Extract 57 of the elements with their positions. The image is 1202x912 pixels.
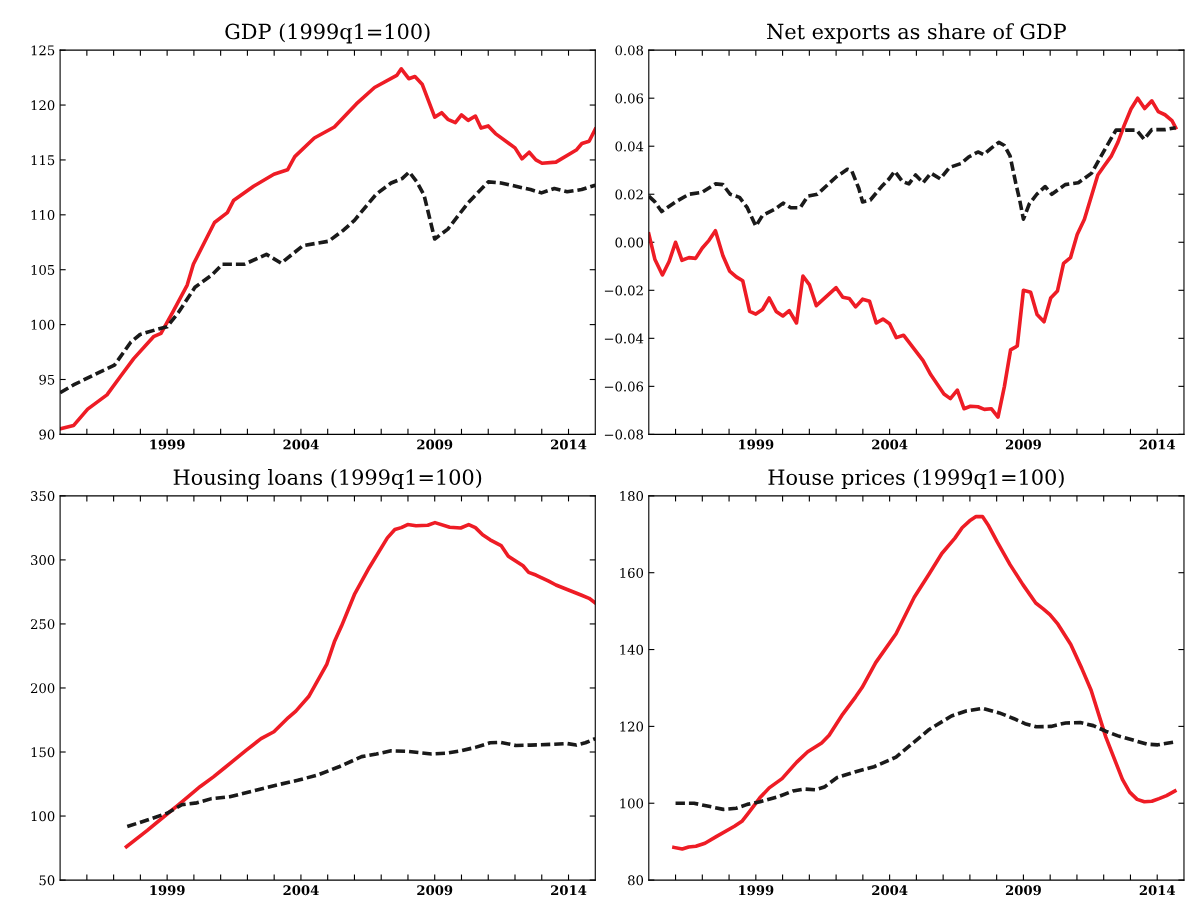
y-tick-label: 80 bbox=[628, 875, 644, 886]
x-tick-label: 2004 bbox=[283, 439, 319, 450]
x-tick-label: 2014 bbox=[1139, 885, 1176, 896]
line-series bbox=[648, 96, 1178, 419]
y-tick-label: 125 bbox=[31, 45, 55, 56]
line-series bbox=[672, 514, 1177, 851]
chart-title: GDP (1999q1=100) bbox=[225, 23, 430, 44]
y-tick-label: 180 bbox=[620, 491, 644, 502]
line-series bbox=[60, 67, 596, 431]
y-tick-label: 350 bbox=[31, 491, 55, 502]
x-tick-label: 2009 bbox=[417, 439, 453, 450]
x-tick-label: 2014 bbox=[1139, 439, 1176, 450]
x-tick-label: 2009 bbox=[1005, 439, 1041, 450]
y-tick-label: 50 bbox=[39, 875, 55, 886]
x-tick-label: 2004 bbox=[872, 885, 908, 896]
x-tick-label: 2014 bbox=[551, 885, 587, 896]
chart-title: House prices (1999q1=100) bbox=[768, 468, 1064, 490]
y-tick-label: −0.02 bbox=[604, 285, 643, 296]
line-series bbox=[648, 125, 1178, 228]
y-tick-label: 0.06 bbox=[615, 93, 644, 104]
y-tick-label: 120 bbox=[31, 100, 55, 111]
y-tick-label: 120 bbox=[620, 721, 644, 732]
x-tick-label: 1999 bbox=[739, 885, 774, 896]
line-series bbox=[125, 736, 596, 829]
x-tick-label: 1999 bbox=[739, 439, 774, 450]
y-tick-label: 160 bbox=[620, 567, 644, 578]
y-tick-label: 0.08 bbox=[615, 45, 644, 56]
chart-title: Housing loans (1999q1=100) bbox=[173, 468, 482, 490]
y-tick-label: 90 bbox=[39, 429, 55, 440]
y-tick-label: 100 bbox=[31, 811, 55, 822]
x-tick-label: 2004 bbox=[283, 885, 319, 896]
y-tick-label: −0.04 bbox=[604, 333, 644, 344]
line-series bbox=[124, 520, 596, 849]
y-tick-label: 0.00 bbox=[615, 237, 644, 248]
y-tick-label: 250 bbox=[30, 619, 55, 630]
x-tick-label: 1999 bbox=[150, 439, 185, 450]
y-tick-label: 200 bbox=[30, 683, 55, 694]
line-series bbox=[60, 170, 596, 395]
x-tick-label: 2009 bbox=[1005, 885, 1041, 896]
y-tick-label: 0.04 bbox=[615, 141, 644, 152]
y-tick-label: −0.08 bbox=[604, 429, 644, 440]
x-tick-label: 2009 bbox=[417, 885, 453, 896]
chart-title: Net exports as share of GDP bbox=[767, 23, 1066, 44]
x-tick-label: 2014 bbox=[551, 439, 587, 450]
y-tick-label: 100 bbox=[31, 319, 55, 330]
y-tick-label: 95 bbox=[39, 374, 55, 385]
y-tick-label: 115 bbox=[31, 155, 55, 166]
y-tick-label: 300 bbox=[31, 555, 55, 566]
x-tick-label: 2004 bbox=[872, 439, 908, 450]
y-tick-label: 150 bbox=[31, 747, 55, 758]
y-tick-label: 140 bbox=[620, 644, 644, 655]
y-tick-label: 110 bbox=[31, 210, 55, 221]
y-tick-label: 0.02 bbox=[615, 189, 643, 200]
y-tick-label: 100 bbox=[620, 798, 644, 809]
x-tick-label: 1999 bbox=[150, 885, 185, 896]
y-tick-label: 105 bbox=[31, 264, 55, 275]
y-tick-label: −0.06 bbox=[604, 381, 644, 392]
